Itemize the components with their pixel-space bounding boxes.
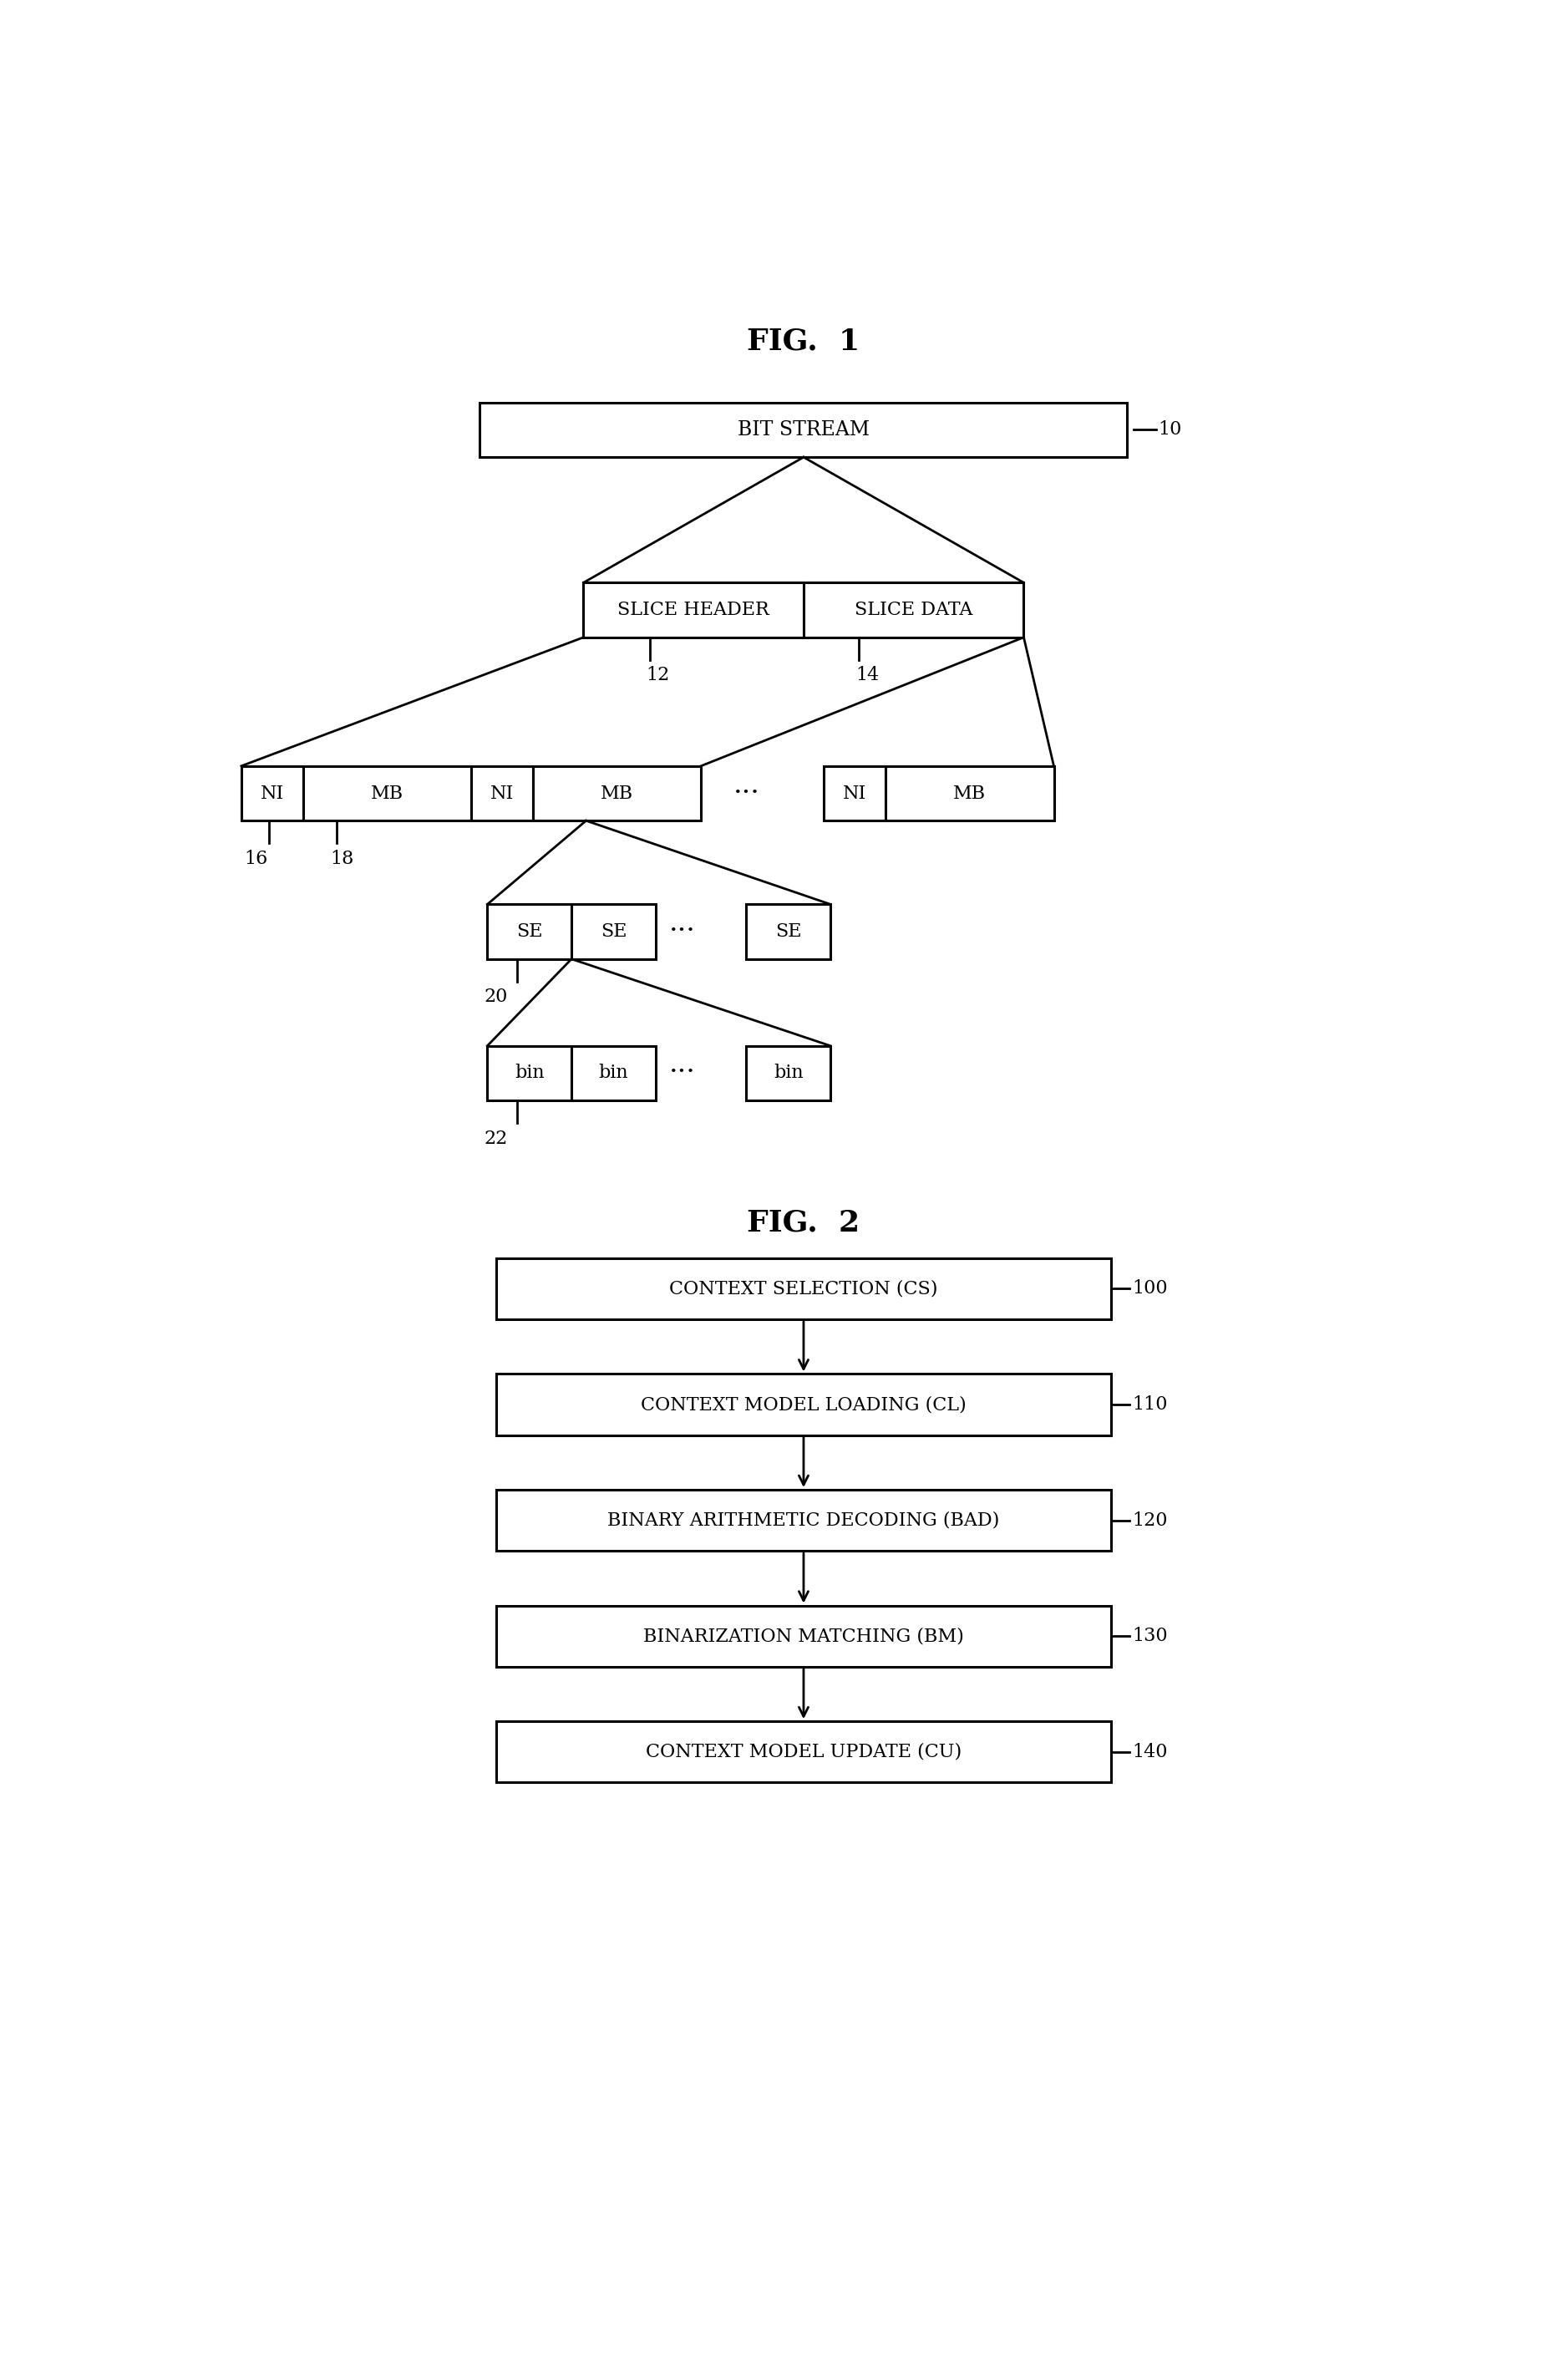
Bar [583,582,803,636]
Text: CONTEXT MODEL UPDATE (CU): CONTEXT MODEL UPDATE (CU) [646,1742,961,1761]
Bar [495,1605,1112,1666]
Text: 140: 140 [1132,1742,1167,1761]
Bar [571,905,655,959]
Bar [746,905,831,959]
Bar [480,403,1127,457]
Text: SLICE HEADER: SLICE HEADER [618,601,770,620]
Bar [533,766,701,820]
Text: 10: 10 [1159,420,1182,438]
Text: 130: 130 [1132,1626,1168,1645]
Text: SLICE DATA: SLICE DATA [855,601,972,620]
Bar [488,1047,571,1101]
Text: MB: MB [601,785,633,801]
Text: bin: bin [599,1063,629,1082]
Text: BINARIZATION MATCHING (BM): BINARIZATION MATCHING (BM) [643,1626,964,1645]
Text: 120: 120 [1132,1511,1167,1530]
Text: 22: 22 [485,1129,508,1148]
Bar [495,1259,1112,1320]
Text: CONTEXT MODEL LOADING (CL): CONTEXT MODEL LOADING (CL) [641,1395,966,1414]
Text: NI: NI [260,785,284,801]
Text: BINARY ARITHMETIC DECODING (BAD): BINARY ARITHMETIC DECODING (BAD) [607,1511,1000,1530]
Text: bin: bin [773,1063,803,1082]
Bar [495,1490,1112,1551]
Text: 18: 18 [329,849,354,867]
Bar [470,766,533,820]
Text: ···: ··· [668,919,695,945]
Bar [571,1047,655,1101]
Bar [495,1374,1112,1435]
Bar [803,582,1024,636]
Text: SE: SE [516,922,543,940]
Bar [886,766,1054,820]
Text: BIT STREAM: BIT STREAM [737,420,870,438]
Text: FIG.  2: FIG. 2 [748,1209,859,1237]
Text: NI: NI [844,785,867,801]
Text: 14: 14 [856,667,880,684]
Text: 110: 110 [1132,1395,1167,1414]
Text: SE: SE [775,922,801,940]
Text: bin: bin [514,1063,544,1082]
Text: 100: 100 [1132,1280,1168,1299]
Bar [303,766,470,820]
Text: CONTEXT SELECTION (CS): CONTEXT SELECTION (CS) [670,1280,938,1299]
Text: ···: ··· [734,780,760,806]
Text: ···: ··· [668,1061,695,1087]
Text: 20: 20 [485,988,508,1006]
Text: MB: MB [370,785,403,801]
Text: 16: 16 [245,849,268,867]
Bar [241,766,303,820]
Bar [495,1721,1112,1782]
Bar [488,905,571,959]
Bar [746,1047,831,1101]
Text: SE: SE [601,922,627,940]
Text: NI: NI [491,785,514,801]
Text: FIG.  1: FIG. 1 [746,328,861,356]
Text: MB: MB [953,785,986,801]
Text: 12: 12 [646,667,670,684]
Bar [825,766,886,820]
